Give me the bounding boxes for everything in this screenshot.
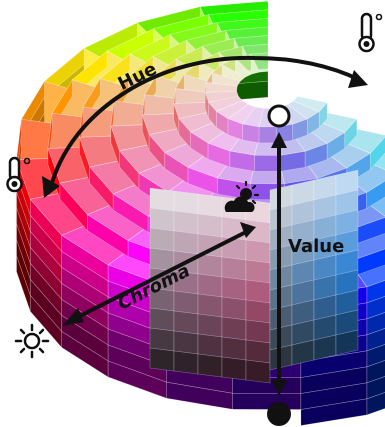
color-chip [110, 100, 146, 127]
color-chip [366, 280, 385, 304]
color-chip [366, 180, 385, 210]
color-chip [366, 376, 385, 400]
color-chip [242, 123, 260, 144]
filled-circle-icon [267, 402, 291, 426]
value-chip [197, 313, 223, 338]
value-chip [173, 210, 199, 235]
value-chip [221, 336, 247, 361]
value-chip [221, 356, 247, 381]
hue-arrowhead-left [42, 176, 60, 198]
value-chip [197, 253, 223, 278]
value-chip [197, 213, 223, 238]
value-label: Value [288, 236, 344, 257]
value-chip [173, 310, 199, 335]
value-chip [149, 327, 175, 352]
thermometer-icon [6, 156, 31, 193]
value-chip [221, 296, 247, 321]
value-chip [149, 207, 175, 232]
color-chip [232, 393, 302, 410]
value-chip [335, 329, 359, 356]
color-chip [254, 154, 281, 172]
value-chip [149, 227, 175, 252]
color-chip [141, 94, 176, 116]
value-chip [197, 273, 223, 298]
hue-arrowhead-right [348, 70, 368, 88]
value-chip [245, 239, 271, 264]
value-chip [197, 293, 223, 318]
color-chip [344, 118, 358, 150]
value-chip [245, 299, 271, 324]
value-chip [173, 230, 199, 255]
value-chip [197, 333, 223, 358]
color-chip [366, 296, 385, 320]
value-chip [245, 279, 271, 304]
value-chip [173, 330, 199, 355]
value-chip [245, 319, 271, 344]
value-arrowhead-bottom [271, 380, 287, 396]
value-chip [221, 316, 247, 341]
sun-icon [14, 323, 50, 359]
hue-arrow [48, 55, 361, 191]
color-chip [366, 360, 385, 384]
hollow-circle-icon [267, 104, 291, 128]
color-chip [366, 392, 385, 416]
chroma-arrow [71, 230, 247, 322]
value-chip [221, 256, 247, 281]
color-chip [366, 344, 385, 368]
value-chip [245, 259, 271, 284]
value-chip [149, 347, 175, 372]
value-arrowhead-top [271, 132, 287, 148]
color-chip [366, 328, 385, 352]
color-chip [366, 312, 385, 336]
value-chip [173, 290, 199, 315]
thermometer-icon [358, 12, 383, 53]
chroma-arrowhead-out [62, 308, 84, 326]
chroma-arrowhead-in [240, 222, 256, 238]
value-chip [221, 276, 247, 301]
color-chip [258, 126, 277, 144]
value-chip [245, 359, 271, 384]
value-chip [197, 353, 223, 378]
value-chip [149, 187, 175, 212]
color-chip [318, 101, 328, 129]
color-chip [16, 119, 53, 161]
value-chip [173, 350, 199, 375]
color-chip [47, 112, 84, 149]
sun-cloud-icon [224, 180, 260, 212]
value-chip [173, 190, 199, 215]
value-chip [197, 193, 223, 218]
value-chip [149, 307, 175, 332]
color-chip [370, 136, 385, 171]
value-chip [245, 339, 271, 364]
